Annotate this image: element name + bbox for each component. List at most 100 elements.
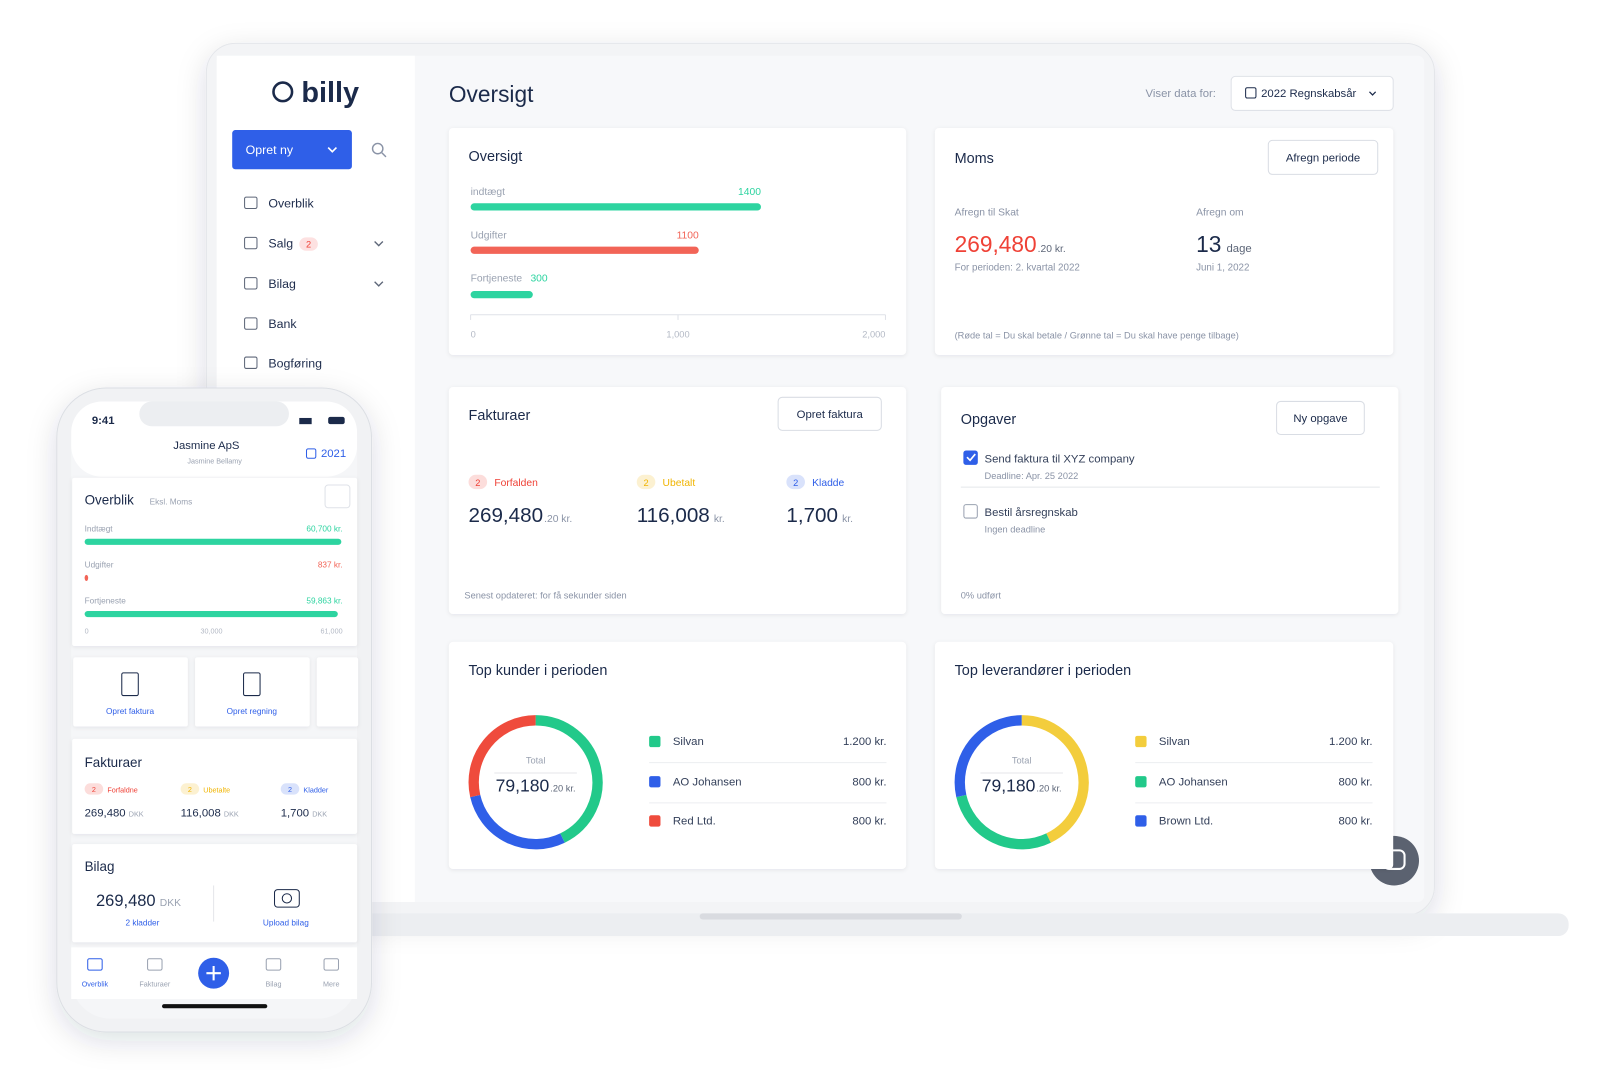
checkbox[interactable] [963, 450, 978, 465]
invoice-amount: 1,700 DKK [281, 807, 328, 819]
bar [470, 203, 761, 211]
voucher-drafts[interactable]: 2 kladder [125, 919, 159, 928]
legend-swatch [1135, 735, 1147, 748]
home-indicator [162, 1004, 268, 1009]
bar [470, 291, 533, 299]
checkbox[interactable] [963, 504, 978, 519]
donut-segment [954, 715, 1022, 798]
status-badge [84, 783, 104, 795]
period-label: Viser data for: [1146, 88, 1216, 100]
invoice-amount-main: 269,480 [469, 504, 544, 527]
vat-days-suffix: dage [1226, 243, 1251, 255]
nav-icon [244, 356, 258, 369]
chevron [327, 146, 338, 153]
invoice-amount: 116,008 kr. [637, 504, 725, 527]
action-label[interactable]: Opret faktura [106, 707, 155, 716]
period-select[interactable] [1230, 75, 1394, 111]
laptop-notch [699, 913, 962, 920]
x-tick-label: 0 [471, 329, 476, 339]
legend-swatch [649, 776, 661, 788]
task-label: Send faktura til XYZ company [985, 453, 1135, 465]
year-select[interactable]: 2021 [321, 448, 346, 460]
status-badge [180, 783, 200, 795]
nav-item[interactable]: Bilag [268, 277, 296, 291]
status-label: Kladder [303, 786, 328, 795]
chart-toggle[interactable] [324, 484, 351, 509]
nav-item[interactable]: Salg [268, 237, 293, 251]
bar-value: 300 [530, 274, 547, 285]
bar [84, 574, 89, 582]
action-tile[interactable] [195, 657, 310, 727]
donut-total-suffix: .20 kr. [1036, 784, 1061, 794]
card [72, 844, 358, 943]
invoice-amount: 269,480.20 kr. [469, 504, 573, 527]
logo: billy [301, 77, 359, 109]
card-title: Top leverandører i perioden [955, 663, 1132, 679]
bar [470, 246, 699, 254]
status-badge [786, 474, 805, 490]
card [72, 477, 358, 647]
donut-total-main: 79,180 [496, 776, 550, 796]
search-icon[interactable] [371, 142, 384, 155]
status-badge [280, 783, 300, 795]
legend-value: 800 kr. [1338, 816, 1372, 828]
camera-icon [273, 889, 300, 908]
nav-item[interactable]: Bogføring [268, 356, 322, 370]
status-label: Forfaldne [107, 786, 138, 795]
vat-amount-suffix: .20 kr. [1038, 244, 1066, 255]
donut-segment [468, 715, 536, 798]
invoice-amount-main: 116,008 [637, 504, 710, 527]
nav-item[interactable]: Overblik [268, 196, 314, 210]
nav-icon [244, 236, 258, 250]
button[interactable] [777, 396, 882, 431]
action-label[interactable]: Opret regning [227, 707, 278, 716]
donut-segment [535, 715, 603, 843]
invoice-amount-suffix: DKK [129, 809, 144, 818]
action-tile[interactable] [73, 657, 188, 727]
status-badge-count: 2 [475, 478, 480, 488]
create-button-label[interactable]: Opret ny [246, 143, 294, 157]
card [941, 386, 1399, 615]
card-title: Top kunder i perioden [469, 663, 608, 679]
page-title: Oversigt [449, 81, 534, 107]
legend-label: Silvan [1159, 736, 1190, 748]
upload-label[interactable]: Upload bilag [263, 919, 309, 928]
tab-label[interactable]: Fakturaer [139, 980, 170, 989]
status-label: Ubetalt [663, 478, 696, 489]
invoice-amount-suffix: kr. [714, 514, 725, 525]
card-title: Overblik [85, 493, 134, 508]
donut-total-suffix: .20 kr. [550, 784, 575, 794]
card-subtitle: Eksl. Moms [150, 498, 193, 507]
button-label[interactable]: Ny opgave [1293, 413, 1347, 425]
create-button[interactable] [232, 130, 352, 170]
status-badge-count: 2 [92, 785, 96, 794]
nav-badge-label: 2 [306, 240, 311, 250]
chevron [374, 281, 384, 287]
button-label[interactable]: Afregn periode [1286, 153, 1360, 165]
button[interactable] [1267, 139, 1379, 175]
action-icon [243, 672, 261, 697]
bar-label: Fortjeneste [85, 597, 127, 606]
period-select-label[interactable]: 2022 Regnskabsår [1261, 88, 1356, 100]
vat-amount-main: 269,480 [955, 231, 1037, 257]
tab-label[interactable]: Bilag [265, 980, 281, 989]
tab-label[interactable]: Mere [323, 980, 339, 989]
status-label: Kladde [812, 478, 844, 489]
donut-segment [470, 794, 565, 850]
button[interactable] [1276, 400, 1365, 435]
tab-label[interactable]: Overblik [82, 980, 109, 989]
card-title: Opgaver [961, 412, 1017, 428]
tab-icon [147, 958, 163, 971]
nav-item[interactable]: Bank [268, 317, 297, 331]
calendar-icon [1245, 87, 1257, 99]
vat-days-main: 13 [1196, 231, 1221, 257]
company-name[interactable]: Jasmine ApS [173, 440, 240, 452]
user-name: Jasmine Bellamy [187, 456, 242, 465]
invoice-amount-main: 1,700 [281, 807, 309, 819]
legend-label: Silvan [673, 736, 704, 748]
button-label[interactable]: Opret faktura [797, 409, 864, 421]
donut-segment [1021, 715, 1089, 843]
legend-label: AO Johansen [673, 776, 742, 788]
invoice-amount-suffix: DKK [224, 809, 239, 818]
